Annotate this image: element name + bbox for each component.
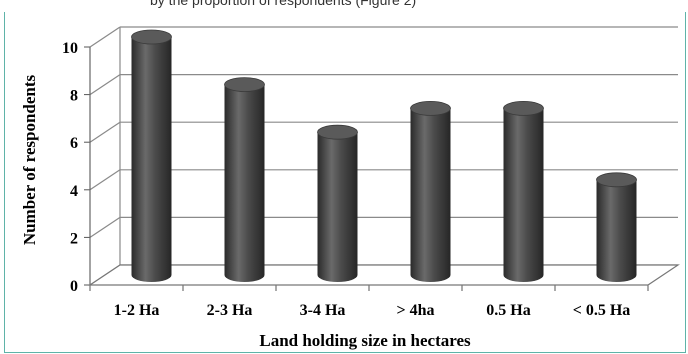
x-tick-label: 3-4 Ha — [300, 302, 346, 319]
y-tick-label: 8 — [70, 88, 78, 105]
x-tick-label: 0.5 Ha — [486, 302, 530, 319]
x-tick-label: 1-2 Ha — [114, 302, 160, 319]
bar-top — [410, 101, 451, 116]
x-tick-label: > 4ha — [396, 302, 434, 319]
x-tick-label: < 0.5 Ha — [573, 302, 631, 319]
bar-body — [131, 37, 172, 282]
bar-top — [131, 29, 172, 45]
y-tick-label: 4 — [70, 183, 78, 200]
x-axis-title: Land holding size in hectares — [259, 331, 471, 350]
y-tick-label: 0 — [70, 278, 78, 295]
gridline-side — [89, 216, 121, 238]
bar-top — [317, 124, 358, 140]
bar-body — [224, 84, 265, 283]
bar-top — [224, 77, 265, 92]
gridlines — [84, 26, 678, 291]
bar-top — [503, 101, 544, 116]
figure-frame — [4, 12, 686, 353]
partial-caption-text: by the proportion of respondents (Figure… — [150, 0, 417, 8]
bar — [503, 101, 544, 283]
bar — [224, 77, 265, 283]
bar-top — [596, 172, 637, 188]
bar — [131, 29, 172, 282]
y-tick-label: 10 — [62, 40, 78, 57]
gridline-side — [89, 26, 121, 48]
bar-body — [317, 132, 358, 283]
bar-body — [596, 179, 637, 283]
bar-body — [503, 108, 544, 283]
y-tick-labels: 0 2 4 6 8 10 — [62, 40, 78, 295]
bar — [596, 172, 637, 283]
bars — [131, 29, 637, 283]
y-axis-title: Number of respondents — [20, 74, 39, 245]
gridline-side — [89, 169, 121, 191]
gridline-side — [89, 74, 121, 96]
x-tick-label: 2-3 Ha — [207, 302, 253, 319]
x-tick-labels: 1-2 Ha 2-3 Ha 3-4 Ha > 4ha 0.5 Ha < 0.5 Ha — [114, 302, 631, 319]
y-tick-label: 6 — [70, 135, 78, 152]
bar — [410, 101, 451, 283]
bar-body — [410, 108, 451, 283]
y-tick-label: 2 — [70, 230, 78, 247]
chart-floor — [88, 264, 680, 286]
bar — [317, 124, 358, 283]
floor-plane — [88, 264, 680, 286]
gridline-side — [89, 121, 121, 143]
